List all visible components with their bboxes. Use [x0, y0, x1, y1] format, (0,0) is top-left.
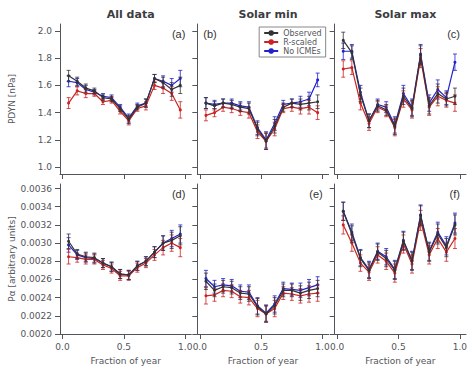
svg-text:(d): (d) [172, 188, 185, 200]
svg-text:0.0020: 0.0020 [21, 329, 53, 339]
svg-text:0.0: 0.0 [330, 342, 345, 352]
svg-text:(a): (a) [172, 28, 185, 40]
svg-text:Solar min: Solar min [239, 8, 298, 21]
svg-text:0.0032: 0.0032 [21, 220, 53, 230]
svg-text:0.0026: 0.0026 [21, 274, 53, 284]
svg-text:1.8: 1.8 [38, 53, 53, 63]
svg-text:1.0: 1.0 [178, 342, 193, 352]
svg-text:0.5: 0.5 [117, 342, 131, 352]
svg-text:0.0: 0.0 [193, 342, 208, 352]
svg-text:0.5: 0.5 [391, 342, 405, 352]
svg-text:Fraction of year: Fraction of year [90, 356, 161, 366]
svg-text:R-scaled: R-scaled [283, 38, 317, 47]
svg-text:No ICMEs: No ICMEs [283, 47, 321, 56]
svg-text:(c): (c) [447, 28, 460, 40]
svg-text:0.0028: 0.0028 [21, 256, 53, 266]
svg-text:(f): (f) [450, 188, 460, 200]
svg-text:PDYN [nPa]: PDYN [nPa] [7, 74, 17, 124]
svg-text:(b): (b) [203, 28, 216, 40]
svg-text:0.0030: 0.0030 [21, 238, 53, 248]
svg-text:(e): (e) [309, 188, 322, 200]
svg-text:0.5: 0.5 [254, 342, 268, 352]
svg-text:0.0036: 0.0036 [21, 184, 53, 194]
svg-text:0.0024: 0.0024 [21, 293, 53, 303]
svg-text:Solar max: Solar max [374, 8, 436, 21]
svg-text:1.4: 1.4 [38, 108, 53, 118]
svg-text:Fraction of year: Fraction of year [228, 356, 299, 366]
svg-text:1.2: 1.2 [38, 135, 52, 145]
svg-text:1.0: 1.0 [315, 342, 330, 352]
svg-text:0.0022: 0.0022 [21, 311, 53, 321]
svg-text:1.0: 1.0 [38, 162, 53, 172]
svg-text:Fraction of year: Fraction of year [365, 356, 436, 366]
svg-text:0.0034: 0.0034 [21, 202, 53, 212]
svg-text:2.0: 2.0 [38, 26, 53, 36]
svg-text:Observed: Observed [283, 29, 322, 38]
svg-text:1.6: 1.6 [38, 80, 53, 90]
svg-text:0.0: 0.0 [55, 342, 70, 352]
svg-text:Pα [arbitrary units]: Pα [arbitrary units] [7, 216, 17, 301]
svg-text:All data: All data [107, 8, 155, 21]
svg-text:1.0: 1.0 [453, 342, 468, 352]
